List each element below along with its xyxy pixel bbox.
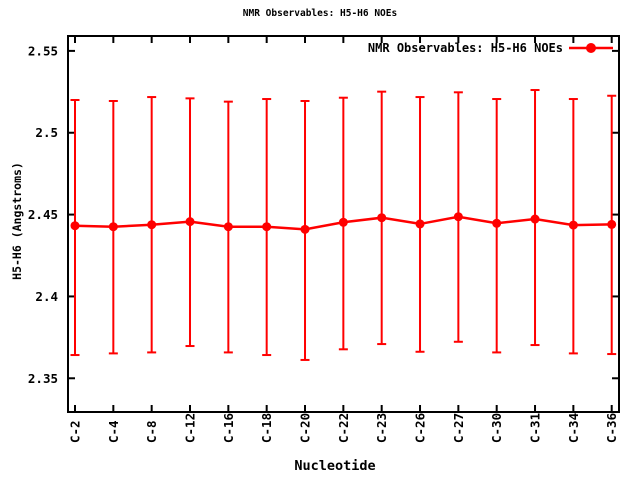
x-tick-label: C-16 bbox=[221, 413, 236, 443]
y-axis-label: H5-H6 (Angstroms) bbox=[10, 162, 24, 280]
y-tick-label: 2.45 bbox=[28, 207, 58, 222]
x-tick-label: C-20 bbox=[298, 413, 313, 443]
x-tick-label: C-34 bbox=[566, 413, 581, 443]
x-tick-label: C-22 bbox=[336, 413, 351, 443]
data-point bbox=[415, 219, 425, 229]
data-point bbox=[453, 212, 463, 222]
data-point bbox=[262, 222, 272, 232]
data-point bbox=[492, 218, 502, 228]
data-point bbox=[300, 224, 310, 234]
data-point bbox=[223, 222, 233, 232]
data-point bbox=[568, 220, 578, 230]
x-tick-label: C-30 bbox=[489, 413, 504, 443]
y-tick-label: 2.5 bbox=[35, 125, 58, 140]
y-tick-label: 2.35 bbox=[28, 371, 58, 386]
x-tick-label: C-8 bbox=[144, 420, 159, 443]
data-point bbox=[70, 221, 80, 231]
data-point bbox=[377, 213, 387, 223]
x-tick-label: C-27 bbox=[451, 413, 466, 443]
data-point bbox=[530, 214, 540, 224]
y-tick-label: 2.55 bbox=[28, 43, 58, 58]
x-tick-label: C-2 bbox=[68, 420, 83, 443]
chart-title: NMR Observables: H5-H6 NOEs bbox=[242, 8, 398, 19]
x-axis-label: Nucleotide bbox=[294, 458, 376, 474]
data-point bbox=[338, 217, 348, 227]
x-tick-label: C-31 bbox=[528, 413, 543, 443]
x-tick-label: C-23 bbox=[374, 413, 389, 443]
data-point bbox=[185, 217, 195, 227]
x-tick-label: C-18 bbox=[259, 413, 274, 443]
x-tick-label: C-12 bbox=[183, 413, 198, 443]
y-tick-label: 2.4 bbox=[35, 289, 58, 304]
x-tick-label: C-4 bbox=[106, 420, 121, 443]
x-tick-label: C-26 bbox=[413, 413, 428, 443]
data-point bbox=[607, 219, 617, 229]
x-tick-label: C-36 bbox=[604, 413, 619, 443]
legend-label: NMR Observables: H5-H6 NOEs bbox=[367, 41, 563, 55]
legend-point-icon bbox=[586, 43, 596, 53]
data-point bbox=[147, 220, 157, 230]
data-point bbox=[108, 222, 118, 232]
